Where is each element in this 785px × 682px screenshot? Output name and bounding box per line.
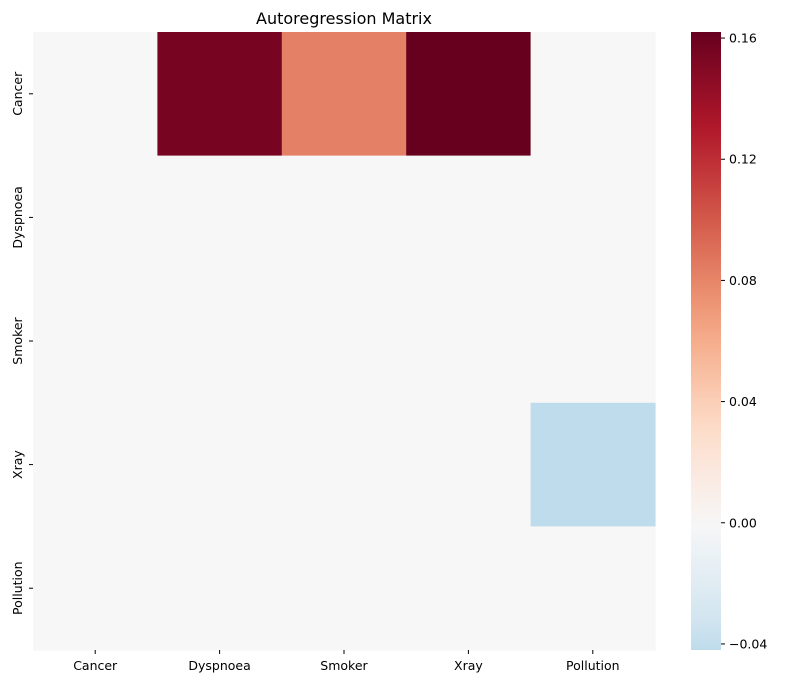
- x-tick-label: Xray: [454, 658, 483, 673]
- heatmap-cell-cancer-cancer: [33, 32, 158, 157]
- colorbar-tick-label: 0.00: [729, 515, 757, 530]
- x-tick-label: Dyspnoea: [188, 658, 250, 673]
- colorbar-tick-label: 0.04: [729, 394, 757, 409]
- y-tick-label: Smoker: [10, 316, 25, 364]
- heatmap-cell-cancer-pollution: [530, 32, 656, 157]
- heatmap-cell-pollution-pollution: [530, 526, 656, 651]
- heatmap-cell-dyspnoea-pollution: [530, 155, 656, 280]
- heatmap-cell-pollution-xray: [406, 526, 532, 651]
- heatmap-cells: [33, 32, 656, 651]
- x-tick-label: Smoker: [320, 658, 368, 673]
- y-tick-label: Pollution: [10, 561, 25, 615]
- x-tick-label: Pollution: [566, 658, 620, 673]
- heatmap-cell-xray-pollution: [530, 402, 656, 527]
- heatmap-cell-xray-xray: [406, 402, 532, 527]
- heatmap-cell-smoker-dyspnoea: [157, 279, 283, 404]
- x-tick-label: Cancer: [73, 658, 118, 673]
- colorbar-tick-label: 0.12: [729, 152, 757, 167]
- heatmap-cell-cancer-xray: [406, 32, 532, 157]
- heatmap-cell-dyspnoea-smoker: [281, 155, 407, 280]
- heatmap-cell-smoker-pollution: [530, 279, 656, 404]
- heatmap-cell-pollution-smoker: [281, 526, 407, 651]
- heatmap-cell-cancer-smoker: [281, 32, 407, 157]
- heatmap-cell-xray-cancer: [33, 402, 158, 527]
- heatmap-cell-xray-dyspnoea: [157, 402, 283, 527]
- x-axis: Cancer Dyspnoea Smoker Xray Pollution: [73, 650, 620, 673]
- colorbar-tick-label: 0.08: [729, 273, 757, 288]
- colorbar-tick-label: −0.04: [729, 636, 767, 651]
- colorbar: −0.04 0.00 0.04 0.08 0.12 0.16: [691, 31, 767, 651]
- y-tick-label: Cancer: [10, 71, 25, 116]
- heatmap-cell-smoker-xray: [406, 279, 532, 404]
- y-tick-label: Dyspnoea: [10, 186, 25, 248]
- heatmap-cell-smoker-cancer: [33, 279, 158, 404]
- heatmap-cell-smoker-smoker: [281, 279, 407, 404]
- y-axis: Cancer Dyspnoea Smoker Xray Pollution: [10, 71, 33, 615]
- heatmap-cell-pollution-dyspnoea: [157, 526, 283, 651]
- colorbar-tick-label: 0.16: [729, 31, 757, 46]
- heatmap-cell-dyspnoea-dyspnoea: [157, 155, 283, 280]
- chart-title: Autoregression Matrix: [256, 9, 432, 28]
- heatmap-cell-xray-smoker: [281, 402, 407, 527]
- colorbar-gradient: [691, 32, 721, 650]
- heatmap-cell-cancer-dyspnoea: [157, 32, 283, 157]
- heatmap-cell-dyspnoea-xray: [406, 155, 532, 280]
- heatmap-cell-pollution-cancer: [33, 526, 158, 651]
- y-tick-label: Xray: [10, 450, 25, 479]
- heatmap-cell-dyspnoea-cancer: [33, 155, 158, 280]
